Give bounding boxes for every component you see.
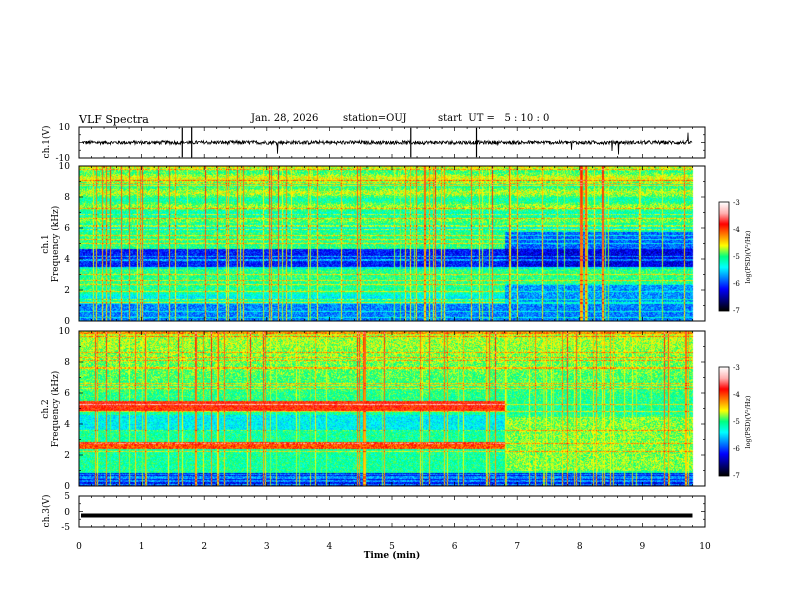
ch2-colorbar-frame (718, 366, 730, 477)
time-axis-tick-labels: 0 1 2 3 4 5 6 7 8 9 10 (76, 542, 711, 552)
ch2-spectrogram-ticks (78, 330, 706, 487)
ch3-waveform-frame (78, 495, 706, 528)
header-station: station=OUJ (343, 113, 407, 124)
ch1-ytick-4: 4 (64, 255, 70, 265)
ch1-cbar-tick-m7: -7 (733, 307, 740, 315)
ch2-channel-label: ch.2 (41, 399, 51, 418)
ch2-spectrogram-image (79, 331, 705, 486)
ch2-freq-tick-labels: 0 2 4 6 8 10 (59, 327, 71, 492)
ch2-cbar-tick-m4: -4 (733, 391, 740, 399)
ch1-ytick-bottom: -10 (56, 154, 71, 164)
ch2-ytick-6: 6 (64, 389, 70, 399)
ch1-channel-label: ch.1 (41, 234, 51, 253)
ch1-ytick-0: 0 (64, 317, 70, 327)
xtick-label-0: 0 (76, 542, 82, 552)
ch2-ytick-4: 4 (64, 420, 70, 430)
ch1-cbar-tick-m6: -6 (733, 280, 740, 288)
xtick-label-7: 7 (514, 542, 520, 552)
xtick-label-10: 10 (699, 542, 711, 552)
figure-title: VLF Spectra (79, 113, 149, 126)
ch1-cbar-tick-m5: -5 (733, 253, 740, 261)
ch1-waveform-ticks (78, 126, 706, 159)
ch2-colorbar-label: log(PSD)(V²/Hz) (744, 395, 752, 448)
ch1-cbar-tick-m4: -4 (733, 226, 740, 234)
ch1-waveform-ylabel: ch.1(V) (41, 126, 52, 159)
ch2-colorbar: -3 -4 -5 -6 -7 log(PSD)(V²/Hz) (718, 364, 752, 480)
header-date: Jan. 28, 2026 (251, 113, 319, 124)
ch2-ytick-0: 0 (64, 482, 70, 492)
xtick-label-2: 2 (201, 542, 207, 552)
ch1-freq-tick-labels: 0 2 4 6 8 10 (59, 162, 71, 327)
ch1-ytick-6: 6 (64, 224, 70, 234)
ch3-waveform-panel: 5 0 -5 ch.3(V) (41, 492, 706, 533)
ch2-cbar-tick-m5: -5 (733, 418, 740, 426)
xtick-label-9: 9 (640, 542, 646, 552)
ch1-colorbar-canvas (719, 202, 729, 311)
ch3-ytick-middle: 0 (64, 508, 70, 518)
ch2-cbar-tick-m3: -3 (733, 364, 740, 372)
ch1-waveform-panel: 10 -10 ch.1(V) (41, 123, 706, 164)
ch1-spectrogram-canvas (79, 166, 705, 321)
xtick-label-5: 5 (389, 542, 395, 552)
ch1-ytick-top: 10 (59, 123, 71, 133)
ch2-colorbar-image (719, 367, 729, 476)
ch1-waveform-trace (81, 127, 693, 158)
xtick-label-1: 1 (139, 542, 145, 552)
ch1-colorbar: -3 -4 -5 -6 -7 log(PSD)(V²/Hz) (718, 199, 752, 315)
ch1-ytick-10: 10 (59, 162, 71, 172)
ch1-spectrogram-panel: 0 2 4 6 8 10 ch.1 Frequency (kHz) (41, 162, 706, 327)
xtick-label-3: 3 (264, 542, 270, 552)
ch3-ytick-top: 5 (64, 492, 70, 502)
ch1-frequency-ylabel: Frequency (kHz) (50, 206, 61, 283)
header-start-time: start UT = 5 : 10 : 0 (438, 113, 550, 124)
ch2-ytick-10: 10 (59, 327, 71, 337)
xtick-label-6: 6 (452, 542, 458, 552)
ch1-spectrogram-image (79, 166, 705, 321)
ch2-ytick-8: 8 (64, 358, 70, 368)
ch2-ytick-2: 2 (64, 451, 70, 461)
ch2-spectrogram-panel: 0 2 4 6 8 10 ch.2 Frequency (kHz) (41, 327, 706, 492)
ch2-cbar-tick-m7: -7 (733, 472, 740, 480)
time-axis-label: Time (min) (364, 550, 421, 561)
ch1-ytick-8: 8 (64, 193, 70, 203)
ch1-colorbar-image (719, 202, 729, 311)
ch2-spectrogram-canvas (79, 331, 705, 486)
ch1-colorbar-label: log(PSD)(V²/Hz) (744, 230, 752, 283)
ch1-spectrogram-ticks (78, 165, 706, 322)
ch3-ytick-bottom: -5 (61, 523, 70, 533)
xtick-label-4: 4 (327, 542, 333, 552)
ch2-frequency-ylabel: Frequency (kHz) (50, 371, 61, 448)
ch2-cbar-tick-m6: -6 (733, 445, 740, 453)
ch2-colorbar-canvas (719, 367, 729, 476)
ch1-cbar-tick-m3: -3 (733, 199, 740, 207)
ch1-colorbar-frame (718, 201, 730, 312)
ch3-waveform-ticks (78, 495, 706, 528)
ch1-ytick-2: 2 (64, 286, 70, 296)
ch3-waveform-ylabel: ch.3(V) (41, 495, 52, 528)
xtick-label-8: 8 (577, 542, 583, 552)
ch1-waveform-line (81, 132, 693, 155)
